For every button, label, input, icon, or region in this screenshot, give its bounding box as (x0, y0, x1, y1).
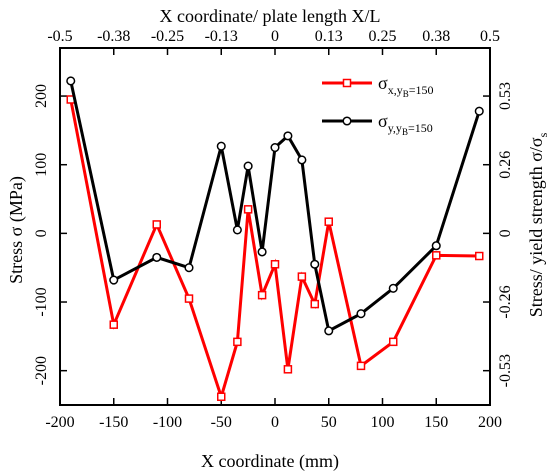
y-tick-label: -200 (33, 356, 50, 385)
data-point (232, 225, 242, 235)
x-axis-title: X coordinate (mm) (201, 451, 339, 472)
axis-ticks: -200 -0.5 -150 -0.38 -100 -0.25 -50 -0.13 0 0 50 0.… (33, 28, 514, 431)
data-point (243, 205, 253, 214)
data-point (257, 290, 267, 300)
top-x-tick-label: 0 (271, 28, 279, 45)
data-point (474, 106, 484, 116)
legend-label: σx,yB=150 (378, 73, 434, 99)
right-y-axis-title-main: Stress/ yield strength σ/σ (526, 137, 546, 317)
x-tick-label: 100 (371, 414, 395, 431)
right-y-axis-title: Stress/ yield strength σ/σs (526, 132, 550, 317)
x-tick-label: -50 (211, 414, 232, 431)
series-1 (66, 76, 484, 336)
legend-subscript2: B (402, 127, 408, 137)
data-point (356, 309, 366, 319)
top-x-tick-label: -0.38 (97, 28, 130, 45)
top-x-tick-label: -0.25 (151, 28, 184, 45)
x-tick-label: -200 (45, 414, 74, 431)
data-point (216, 141, 226, 151)
top-x-axis-title: X coordinate/ plate length X/L (160, 6, 381, 26)
data-point (233, 337, 242, 347)
data-point (152, 252, 162, 262)
data-point (324, 217, 333, 226)
x-tick-label: -100 (153, 414, 182, 431)
data-point (297, 155, 307, 165)
data-point (243, 161, 253, 171)
right-y-tick-label: 0.26 (497, 151, 514, 179)
data-point (431, 241, 441, 251)
data-point (270, 260, 280, 269)
data-point (297, 272, 307, 281)
data-point (257, 247, 267, 257)
top-x-tick-label: -0.5 (47, 28, 72, 45)
y-tick-label: 100 (33, 153, 50, 177)
right-y-tick-label: -0.53 (497, 354, 514, 387)
top-x-tick-label: -0.13 (205, 28, 238, 45)
legend-subscript: x,y (388, 83, 403, 97)
x-tick-label: 0 (271, 414, 279, 431)
top-x-tick-label: 0.38 (422, 28, 450, 45)
data-point (217, 392, 226, 402)
data-point (283, 365, 293, 374)
data-point (109, 320, 118, 329)
data-point (184, 294, 194, 303)
data-point (109, 275, 119, 285)
data-point (152, 220, 161, 229)
top-x-tick-label: 0.25 (369, 28, 397, 45)
legend-symbol: σ (378, 73, 388, 93)
legend-suffix: =150 (409, 83, 434, 97)
right-y-tick-label: 0.53 (497, 82, 514, 110)
series-layer (66, 76, 484, 402)
data-point (66, 76, 76, 86)
data-point (310, 299, 320, 309)
data-point (184, 263, 194, 273)
data-point (283, 131, 293, 141)
top-x-tick-label: 0.5 (480, 28, 500, 45)
data-point (324, 326, 334, 336)
right-y-axis-title-sub: s (536, 132, 550, 137)
data-point (356, 361, 366, 371)
legend-subscript: y,y (388, 121, 402, 135)
legend-marker (342, 78, 352, 88)
legend-marker (342, 116, 352, 126)
y-tick-label: 200 (33, 84, 50, 108)
data-point (389, 337, 398, 347)
data-point (388, 283, 398, 293)
right-y-tick-label: 0 (497, 229, 514, 237)
data-point (475, 251, 484, 261)
legend-subscript2: B (403, 89, 409, 99)
plot-border (59, 47, 491, 406)
series-0 (66, 95, 484, 402)
x-tick-label: -150 (99, 414, 128, 431)
y-tick-label: -100 (33, 287, 50, 316)
legend-label: σy,yB=150 (378, 111, 433, 137)
x-tick-label: 150 (424, 414, 448, 431)
data-point (432, 251, 441, 260)
legend-symbol: σ (378, 111, 388, 131)
x-tick-label: 50 (321, 414, 337, 431)
top-x-tick-label: 0.13 (315, 28, 343, 45)
y-tick-label: 0 (33, 229, 50, 237)
right-y-tick-label: -0.26 (497, 285, 514, 318)
x-tick-label: 200 (478, 414, 502, 431)
y-axis-title: Stress σ (MPa) (6, 176, 27, 284)
legend-suffix: =150 (408, 121, 433, 135)
plot-frame (59, 47, 491, 406)
data-point (270, 142, 280, 153)
data-point (310, 259, 320, 269)
